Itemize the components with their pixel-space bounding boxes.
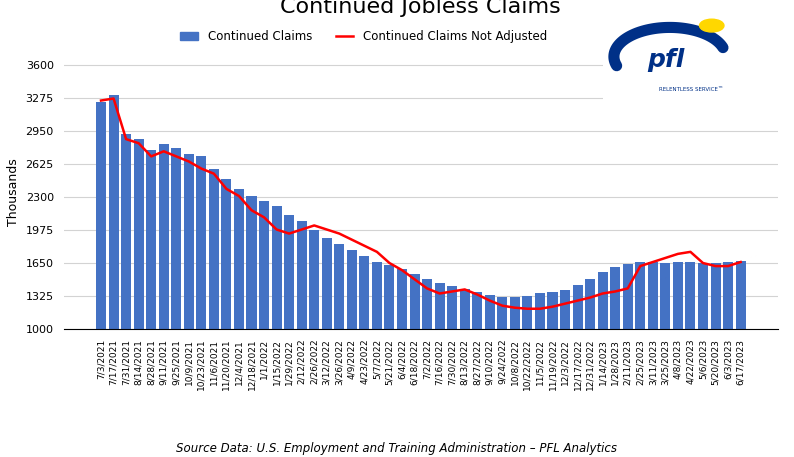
Legend: Continued Claims, Continued Claims Not Adjusted: Continued Claims, Continued Claims Not A… xyxy=(175,25,552,48)
Bar xyxy=(410,274,419,430)
Bar xyxy=(109,96,118,430)
Bar xyxy=(322,238,332,430)
Bar xyxy=(673,262,683,430)
Bar xyxy=(297,221,306,430)
Bar xyxy=(572,285,583,430)
Bar xyxy=(372,262,382,430)
Text: Source Data: U.S. Employment and Training Administration – PFL Analytics: Source Data: U.S. Employment and Trainin… xyxy=(176,442,618,456)
Bar xyxy=(96,101,106,430)
Bar xyxy=(284,215,294,430)
Bar xyxy=(259,201,269,430)
Title: Continued Jobless Claims: Continued Jobless Claims xyxy=(280,0,561,17)
Bar xyxy=(661,263,670,430)
Bar xyxy=(384,265,395,430)
Bar xyxy=(183,154,194,430)
Bar xyxy=(434,283,445,430)
Bar xyxy=(598,272,607,430)
Bar xyxy=(735,261,746,430)
Bar xyxy=(121,134,131,430)
Bar xyxy=(334,244,345,430)
Bar xyxy=(635,262,646,430)
Bar xyxy=(548,292,557,430)
Bar xyxy=(711,263,721,430)
Bar xyxy=(698,263,708,430)
Bar xyxy=(309,229,319,430)
Bar xyxy=(622,264,633,430)
Text: RELENTLESS SERVICE™: RELENTLESS SERVICE™ xyxy=(658,87,723,92)
Bar xyxy=(397,269,407,430)
Bar xyxy=(472,292,482,430)
Bar xyxy=(209,169,219,430)
Bar xyxy=(196,156,206,430)
Bar xyxy=(360,256,369,430)
Bar xyxy=(460,289,470,430)
Bar xyxy=(133,139,144,430)
Bar xyxy=(510,297,520,430)
Circle shape xyxy=(631,37,708,77)
Bar xyxy=(723,262,733,430)
Bar xyxy=(234,189,244,430)
Bar xyxy=(497,297,507,430)
Y-axis label: Thousands: Thousands xyxy=(7,158,20,226)
Bar xyxy=(347,250,357,430)
Bar xyxy=(447,287,457,430)
Bar xyxy=(159,144,169,430)
Bar xyxy=(272,206,282,430)
Bar xyxy=(560,291,570,430)
Bar xyxy=(685,262,696,430)
Bar xyxy=(172,148,181,430)
Text: pfl: pfl xyxy=(648,48,685,72)
Bar xyxy=(222,179,231,430)
Bar xyxy=(422,279,432,430)
Bar xyxy=(611,267,620,430)
Bar xyxy=(648,262,658,430)
Bar xyxy=(585,279,596,430)
Bar xyxy=(246,196,256,430)
Bar xyxy=(535,293,545,430)
Circle shape xyxy=(700,19,724,32)
Bar xyxy=(522,296,533,430)
Bar xyxy=(485,294,495,430)
Bar xyxy=(146,150,156,430)
